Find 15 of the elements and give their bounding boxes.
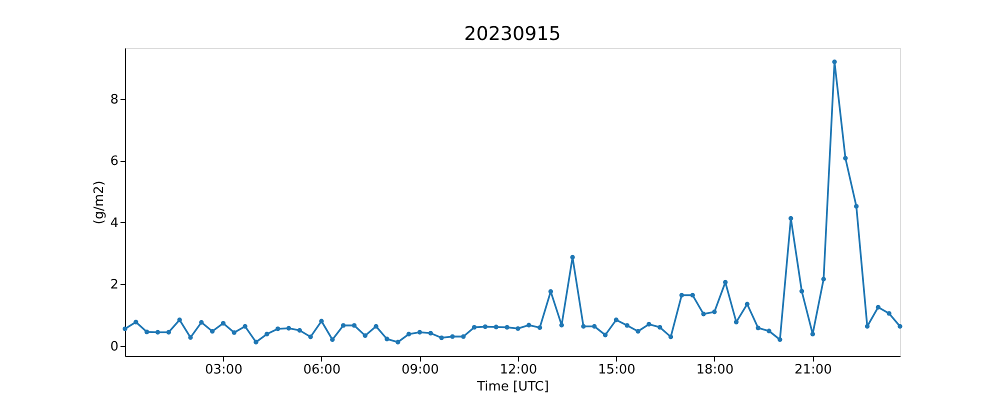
y-tick-label: 2 [110, 278, 118, 293]
x-axis-title: Time [UTC] [476, 380, 549, 394]
y-axis-title: (g/m2) [92, 180, 108, 224]
chart-title: 20230915 [464, 23, 561, 45]
x-tick-label: 15:00 [598, 362, 636, 378]
x-tick-label: 06:00 [303, 362, 341, 378]
y-tick-label: 4 [110, 216, 118, 231]
x-tick-label: 09:00 [401, 362, 439, 378]
y-tick-label: 6 [110, 154, 118, 170]
y-tick-label: 0 [110, 339, 118, 354]
x-tick-label: 18:00 [696, 362, 734, 378]
x-tick-label: 21:00 [794, 362, 832, 378]
y-tick-label: 8 [110, 92, 118, 108]
x-tick-label: 12:00 [500, 362, 538, 378]
x-tick-label: 03:00 [205, 362, 242, 378]
